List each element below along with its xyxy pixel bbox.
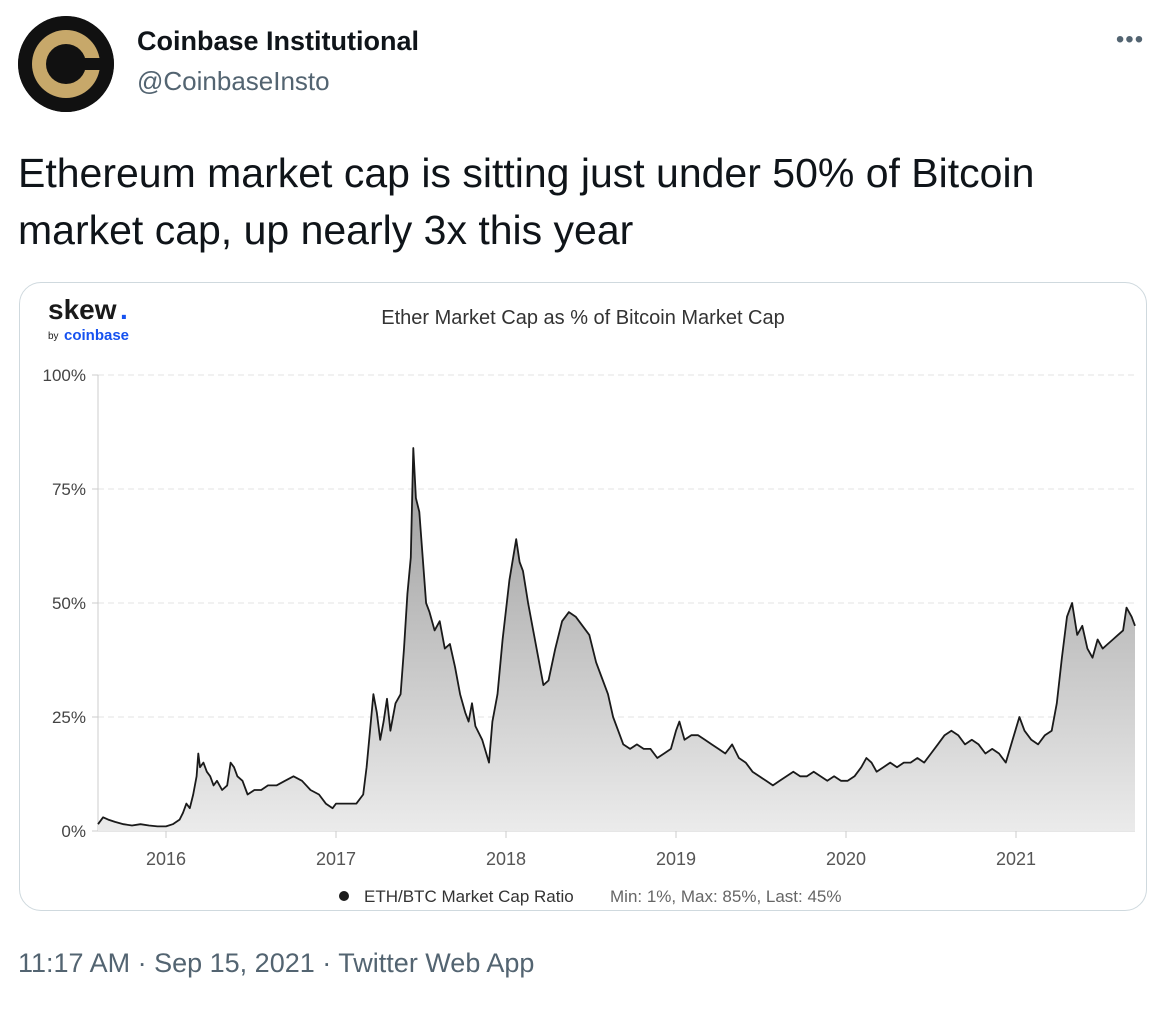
- y-tick-label: 0%: [61, 822, 86, 841]
- legend-series-name: ETH/BTC Market Cap Ratio: [364, 887, 574, 906]
- y-tick-label: 25%: [52, 708, 86, 727]
- chart-title: Ether Market Cap as % of Bitcoin Market …: [381, 307, 785, 329]
- chart-image-card[interactable]: skew . by coinbase Ether Market Cap as %…: [19, 282, 1147, 911]
- legend-marker: [339, 891, 349, 901]
- x-tick-label: 2020: [826, 849, 866, 869]
- y-tick-label: 75%: [52, 480, 86, 499]
- tweet-text: Ethereum market cap is sitting just unde…: [18, 150, 1035, 253]
- tweet-date[interactable]: Sep 15, 2021: [154, 948, 315, 978]
- coin-logo-icon: [18, 16, 114, 112]
- author-name[interactable]: Coinbase Institutional: [137, 26, 420, 56]
- y-tick-label: 50%: [52, 594, 86, 613]
- x-tick-label: 2017: [316, 849, 356, 869]
- skew-wordmark: skew: [48, 294, 117, 325]
- more-options-button[interactable]: •••: [1110, 22, 1150, 58]
- chart-legend: ETH/BTC Market Cap Ratio Min: 1%, Max: 8…: [339, 887, 842, 906]
- footer-separator: ·: [137, 948, 147, 978]
- series-line: [97, 447, 1136, 828]
- author-handle[interactable]: @CoinbaseInsto: [137, 66, 330, 96]
- x-axis: 2016 2017 2018 2019 2020 2021: [146, 831, 1036, 869]
- tweet-source[interactable]: Twitter Web App: [338, 948, 535, 978]
- x-tick-label: 2016: [146, 849, 186, 869]
- x-tick-label: 2019: [656, 849, 696, 869]
- footer-separator: ·: [322, 948, 332, 978]
- skew-logo: skew . by coinbase: [48, 294, 129, 344]
- more-dots-icon: •••: [1115, 26, 1145, 53]
- legend-series-stats: Min: 1%, Max: 85%, Last: 45%: [610, 887, 842, 906]
- series-area: [98, 448, 1135, 831]
- y-axis: 0% 25% 50% 75% 100%: [43, 366, 99, 841]
- skew-dot: .: [120, 294, 128, 325]
- tweet-time[interactable]: 11:17 AM: [18, 948, 131, 978]
- y-tick-label: 100%: [43, 366, 86, 385]
- x-tick-label: 2021: [996, 849, 1036, 869]
- tweet-footer: 11:17 AM · Sep 15, 2021 · Twitter Web Ap…: [18, 948, 534, 979]
- skew-by-label: by: [48, 331, 59, 342]
- coinbase-wordmark: coinbase: [64, 327, 129, 344]
- eth-btc-chart: skew . by coinbase Ether Market Cap as %…: [43, 294, 1136, 906]
- author-avatar[interactable]: [18, 16, 114, 112]
- x-tick-label: 2018: [486, 849, 526, 869]
